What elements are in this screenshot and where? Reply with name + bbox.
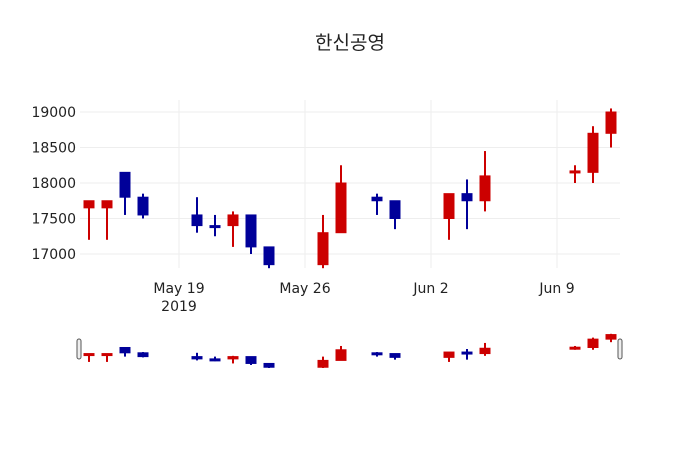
x-tick-label: May 19 (153, 281, 204, 297)
candle[interactable] (587, 126, 599, 183)
candle[interactable] (479, 342, 491, 356)
candle[interactable] (245, 214, 257, 254)
y-tick-label: 19000 (31, 105, 76, 121)
x-tick-year-label: 2019 (161, 299, 197, 315)
candle[interactable] (101, 353, 113, 362)
gridlines (80, 100, 620, 268)
candle[interactable] (227, 355, 239, 364)
candle[interactable] (605, 108, 617, 148)
candle[interactable] (263, 246, 275, 269)
candle[interactable] (317, 214, 329, 269)
x-tick-label: May 26 (279, 281, 330, 297)
candle[interactable] (587, 337, 599, 350)
candle[interactable] (569, 345, 581, 350)
candles-main (83, 108, 617, 269)
x-tick-label: Jun 2 (412, 281, 448, 297)
chart-title: 한신공영 (315, 32, 385, 54)
y-tick-label: 18500 (31, 141, 76, 157)
candle[interactable] (137, 193, 149, 219)
candle[interactable] (317, 356, 329, 368)
candle[interactable] (119, 171, 131, 215)
range-slider-right-handle[interactable] (617, 338, 623, 360)
candle[interactable] (443, 193, 455, 240)
y-tick-label: 17500 (31, 212, 76, 228)
candle[interactable] (83, 200, 95, 240)
candle[interactable] (209, 356, 221, 362)
y-tick-label: 17000 (31, 247, 76, 263)
range-slider[interactable] (76, 333, 623, 368)
candle[interactable] (605, 333, 617, 343)
candle[interactable] (119, 346, 131, 357)
candle[interactable] (461, 349, 473, 360)
candle[interactable] (83, 353, 95, 362)
y-tick-label: 18000 (31, 176, 76, 192)
candle[interactable] (227, 211, 239, 247)
candle[interactable] (137, 352, 149, 358)
candle[interactable] (443, 351, 455, 362)
candle[interactable] (371, 352, 383, 357)
candle[interactable] (461, 179, 473, 230)
candle[interactable] (569, 165, 581, 183)
candle[interactable] (209, 214, 221, 237)
x-tick-label: Jun 9 (538, 281, 574, 297)
candle[interactable] (335, 345, 347, 361)
candle[interactable] (263, 362, 275, 368)
candle[interactable] (335, 165, 347, 234)
range-slider-left-handle[interactable] (76, 338, 82, 360)
candle[interactable] (245, 356, 257, 365)
candle[interactable] (191, 352, 203, 361)
candle[interactable] (389, 200, 401, 230)
candle[interactable] (371, 193, 383, 215)
candle[interactable] (101, 200, 113, 240)
candle[interactable] (191, 197, 203, 233)
candle[interactable] (389, 353, 401, 360)
candle[interactable] (479, 151, 491, 212)
